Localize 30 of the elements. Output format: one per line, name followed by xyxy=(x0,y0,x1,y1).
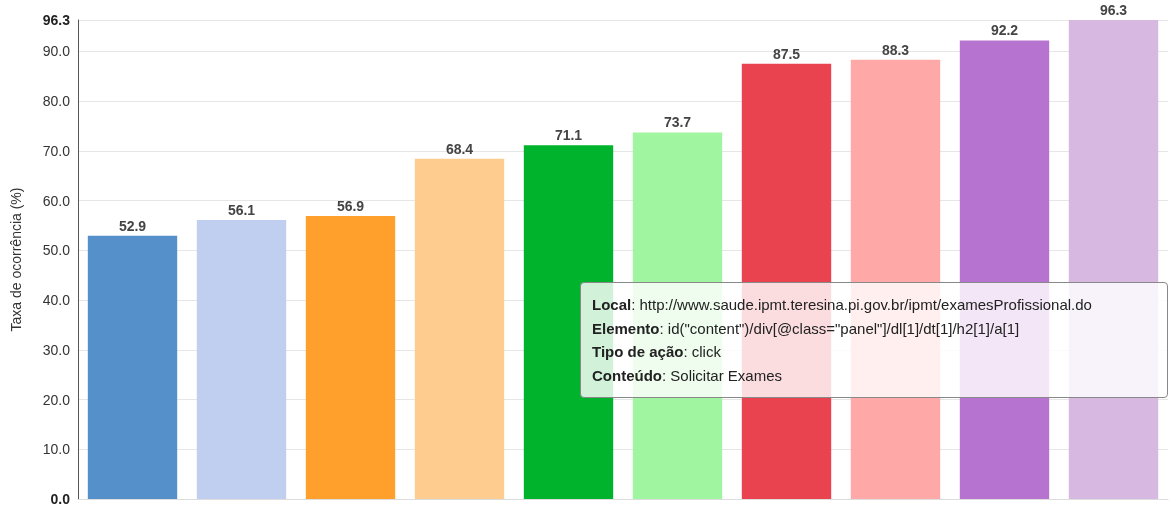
y-tick-label: 50.0 xyxy=(42,242,71,259)
data-label: 56.1 xyxy=(227,201,256,218)
y-tick-label: 0.0 xyxy=(50,491,71,507)
bar xyxy=(414,158,505,499)
data-label: 68.4 xyxy=(445,140,474,157)
y-tick-label: 96.3 xyxy=(42,12,71,28)
annotation: Tipo de ação: click xyxy=(592,342,722,362)
y-tick-label: 60.0 xyxy=(42,192,71,209)
y-axis-title: Taxa de ocorrência (%) xyxy=(8,187,24,332)
data-label: 71.1 xyxy=(554,127,583,144)
annotation: Elemento: id("content")/div[@class="panel"]/dl[1]/dt[1]/h2[1]/a[1] xyxy=(592,318,1021,339)
data-label: 56.9 xyxy=(336,197,365,214)
y-tick-label: 40.0 xyxy=(42,292,71,309)
data-label: 52.9 xyxy=(118,217,147,234)
y-tick-label: 30.0 xyxy=(42,341,71,358)
y-tick-label: 80.0 xyxy=(42,93,71,110)
bar xyxy=(305,215,396,499)
y-tick-label: 90.0 xyxy=(42,43,71,60)
bar xyxy=(87,235,178,499)
data-label: 73.7 xyxy=(663,114,692,131)
y-tick-label: 70.0 xyxy=(42,142,71,159)
data-label: 87.5 xyxy=(772,45,801,62)
annotation: Local: http://www.saude.ipmt.teresina.pi.gov.br/ipmt/examesProfissional.do xyxy=(592,295,1093,315)
annotation: Conteúdo: Solicitar Exames xyxy=(592,365,784,386)
data-label: 88.3 xyxy=(881,41,910,58)
bar xyxy=(196,219,287,499)
data-label: 92.2 xyxy=(990,22,1019,39)
data-label: 96.3 xyxy=(1099,2,1128,18)
y-tick-label: 20.0 xyxy=(42,391,71,408)
y-tick-label: 10.0 xyxy=(42,441,71,458)
